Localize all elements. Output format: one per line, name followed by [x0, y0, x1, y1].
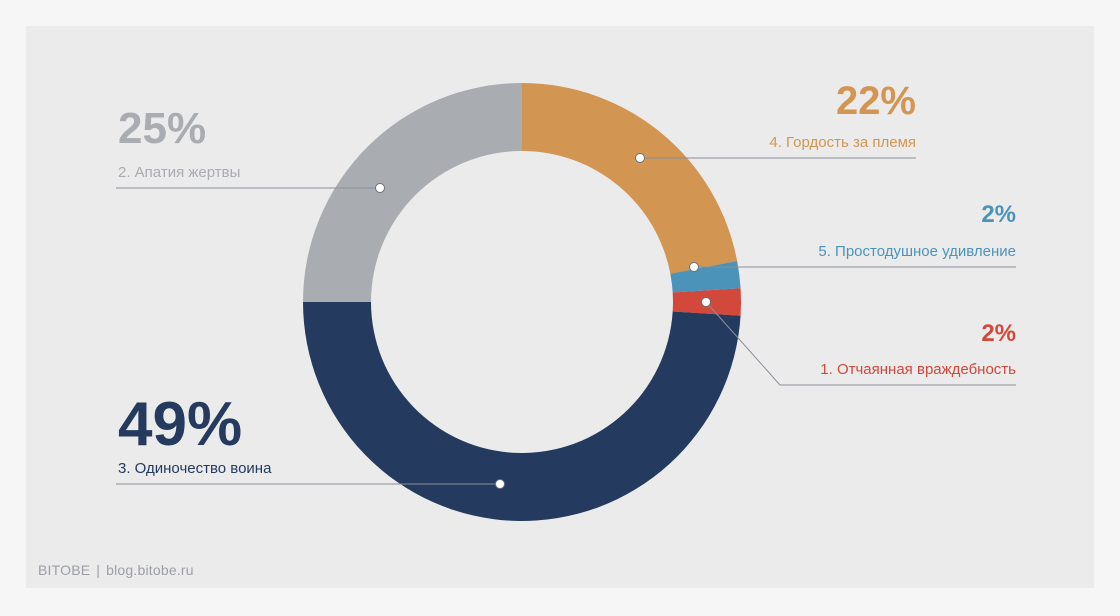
category-label-2: 5. Простодушное удивление — [818, 243, 1016, 260]
category-label-5: 2. Апатия жертвы — [118, 164, 240, 181]
category-label-1: 4. Гордость за племя — [769, 134, 916, 151]
slice-1 — [522, 83, 738, 274]
percent-label-2: 2% — [981, 201, 1016, 228]
marker-dot-1 — [635, 153, 645, 163]
percent-label-1: 22% — [836, 79, 916, 123]
category-label-3: 1. Отчаянная враждебность — [820, 361, 1016, 378]
marker-dot-5 — [375, 183, 385, 193]
donut-chart: 22% 4. Гордость за племя 2% 5. Простодушное… — [116, 79, 1016, 522]
category-label-4: 3. Одиночество воина — [118, 460, 272, 477]
marker-dot-4 — [495, 479, 505, 489]
marker-dot-3 — [701, 297, 711, 307]
donut-slices — [303, 83, 741, 522]
slice-5 — [303, 83, 522, 302]
percent-label-5: 25% — [118, 104, 206, 153]
footer-brand: BITOBE — [38, 562, 91, 578]
slice-labels: 22% 4. Гордость за племя 2% 5. Простодушное… — [118, 79, 1016, 477]
footer: BITOBE | blog.bitobe.ru — [38, 562, 194, 578]
marker-dot-2 — [689, 262, 699, 272]
chart-card: 22% 4. Гордость за племя 2% 5. Простодушное… — [26, 26, 1094, 588]
percent-label-4: 49% — [118, 390, 242, 459]
leader-lines — [116, 153, 1016, 489]
footer-url[interactable]: blog.bitobe.ru — [106, 562, 194, 578]
slice-4 — [303, 302, 741, 522]
slice-2 — [670, 260, 741, 293]
leader-line-3 — [705, 301, 1016, 386]
footer-separator: | — [96, 562, 101, 578]
percent-label-3: 2% — [981, 320, 1016, 347]
